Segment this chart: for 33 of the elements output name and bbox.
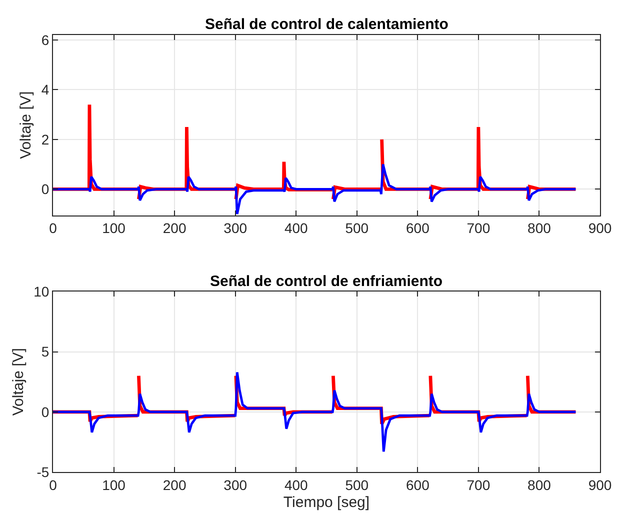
y-tick-label: 4 <box>41 82 50 98</box>
chart-title: Señal de control de enfriamiento <box>210 273 443 290</box>
y-axis-title: Voltaje [V] <box>18 91 35 159</box>
x-tick-label: 700 <box>466 220 490 236</box>
x-tick-label: 500 <box>345 220 369 236</box>
chart-title: Señal de control de calentamiento <box>205 16 448 33</box>
x-tick-label: 300 <box>224 476 248 493</box>
y-tick-label: -5 <box>36 464 50 480</box>
x-tick-label: 900 <box>588 220 612 236</box>
x-tick-label: 100 <box>102 476 126 493</box>
x-tick-label: 300 <box>224 220 248 236</box>
x-tick-label: 200 <box>162 476 186 493</box>
y-tick-label: 6 <box>41 32 50 48</box>
y-tick-label: 0 <box>41 181 50 198</box>
y-tick-label: 10 <box>34 284 50 300</box>
line-series <box>53 371 577 453</box>
x-tick-label: 600 <box>406 476 430 493</box>
x-tick-label: 400 <box>284 476 308 493</box>
y-tick-label: 2 <box>41 131 50 148</box>
x-tick-label: 400 <box>284 220 308 236</box>
x-tick-label: 700 <box>466 476 490 493</box>
y-tick-label: 5 <box>41 344 50 360</box>
line-series <box>53 163 577 216</box>
y-axis-title: Voltaje [V] <box>10 348 27 416</box>
x-tick-label: 600 <box>406 220 430 236</box>
x-tick-label: 100 <box>102 220 126 236</box>
x-tick-label: 800 <box>528 220 552 236</box>
x-tick-label: 900 <box>588 476 612 493</box>
y-tick-label: 0 <box>41 404 50 420</box>
x-tick-label: 800 <box>528 476 552 493</box>
x-axis-title: Tiempo [seg] <box>283 494 370 511</box>
x-tick-label: 200 <box>162 220 186 236</box>
x-tick-label: 500 <box>345 476 369 493</box>
